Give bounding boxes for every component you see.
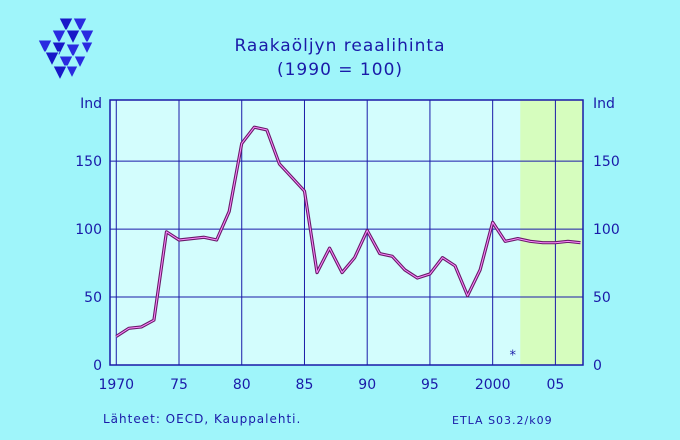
y-tick-label-left: 0 (93, 358, 102, 374)
plot-frame (109, 99, 584, 366)
x-tick-label: 95 (421, 377, 439, 393)
logo-triangle (58, 17, 74, 34)
logo-triangle (65, 43, 81, 60)
y-axis-label-left: Ind (80, 96, 102, 112)
logo-triangle (58, 55, 74, 72)
y-tick-label-right: 100 (593, 222, 620, 238)
forecast-shading (520, 100, 583, 365)
x-tick-label: 1970 (98, 377, 134, 393)
y-axis-label-right: Ind (593, 96, 615, 112)
logo-triangle (65, 29, 81, 46)
y-tick-label-left: 50 (84, 290, 102, 306)
logo-triangle (44, 51, 60, 68)
chart-code: ETLA S03.2/k09 (452, 414, 553, 427)
x-tick-label: 05 (546, 377, 564, 393)
forecast-marker: * (509, 348, 516, 363)
y-tick-label-left: 100 (75, 222, 102, 238)
x-tick-label: 90 (358, 377, 376, 393)
etla-triangles-logo (37, 17, 95, 82)
series-line-group (115, 125, 581, 338)
chart-subtitle: (1990 = 100) (276, 60, 404, 80)
logo-triangle (65, 65, 79, 80)
logo-triangle (52, 65, 68, 82)
y-tick-label-right: 0 (593, 358, 602, 374)
grid-lines (110, 100, 583, 366)
logo-triangle (73, 55, 87, 70)
x-tick-label: 2000 (475, 377, 511, 393)
y-tick-label-right: 50 (593, 290, 611, 306)
x-tick-label: 75 (170, 377, 188, 393)
chart-title: Raakaöljyn reaalihinta (234, 36, 446, 56)
logo-triangle (79, 29, 95, 46)
series-line-highlight (116, 126, 581, 337)
logo-triangle (51, 41, 67, 58)
logo-triangle (80, 41, 94, 56)
x-tick-label: 80 (233, 377, 251, 393)
logo-triangle (51, 29, 67, 46)
logo-triangle (72, 17, 88, 34)
y-tick-label-right: 150 (593, 154, 620, 170)
forecast-marker-group: * (509, 348, 516, 363)
x-tick-label: 85 (296, 377, 314, 393)
logo-triangle (37, 39, 53, 56)
y-tick-label-left: 150 (75, 154, 102, 170)
sources-note: Lähteet: OECD, Kauppalehti. (103, 412, 302, 426)
plot-area (110, 100, 583, 365)
